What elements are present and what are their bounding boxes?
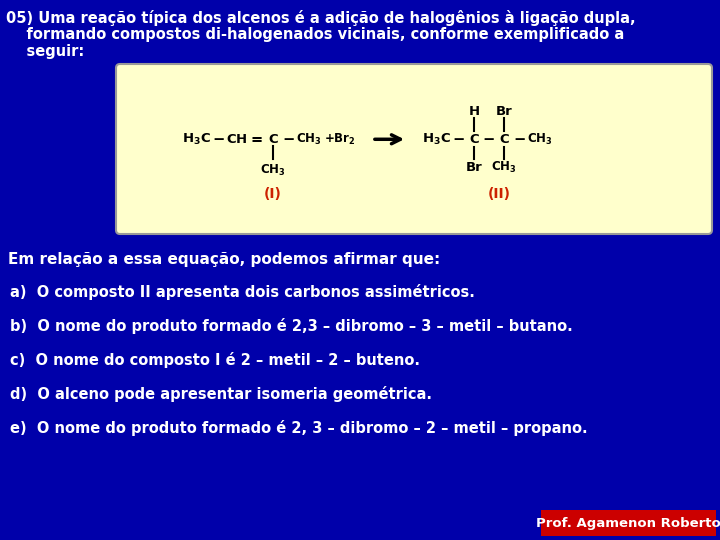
Text: $\mathregular{+ Br_2}$: $\mathregular{+ Br_2}$ [324, 132, 356, 147]
Text: −: − [483, 132, 495, 147]
Text: $\mathregular{CH}$: $\mathregular{CH}$ [226, 133, 248, 146]
Text: d)  O alceno pode apresentar isomeria geométrica.: d) O alceno pode apresentar isomeria geo… [10, 386, 432, 402]
Text: $\mathregular{CH_3}$: $\mathregular{CH_3}$ [527, 132, 553, 147]
Text: $\mathregular{CH_3}$: $\mathregular{CH_3}$ [296, 132, 322, 147]
Text: −: − [514, 132, 526, 147]
FancyBboxPatch shape [541, 510, 716, 536]
Text: $\mathregular{H_3C}$: $\mathregular{H_3C}$ [422, 132, 451, 147]
Text: c)  O nome do composto I é 2 – metil – 2 – buteno.: c) O nome do composto I é 2 – metil – 2 … [10, 352, 420, 368]
Text: −: − [283, 132, 295, 147]
Text: $\mathregular{H_3C}$: $\mathregular{H_3C}$ [182, 132, 211, 147]
Text: C: C [268, 133, 278, 146]
Text: b)  O nome do produto formado é 2,3 – dibromo – 3 – metil – butano.: b) O nome do produto formado é 2,3 – dib… [10, 318, 572, 334]
Text: Br: Br [495, 105, 513, 118]
Text: (I): (I) [264, 187, 282, 201]
Text: formando compostos di-halogenados vicinais, conforme exemplificado a: formando compostos di-halogenados vicina… [6, 27, 624, 42]
Text: e)  O nome do produto formado é 2, 3 – dibromo – 2 – metil – propano.: e) O nome do produto formado é 2, 3 – di… [10, 420, 588, 436]
Text: $\mathregular{CH_3}$: $\mathregular{CH_3}$ [260, 163, 286, 178]
Text: C: C [499, 133, 509, 146]
Text: Br: Br [466, 161, 482, 174]
Text: −: − [453, 132, 465, 147]
Text: −: − [213, 132, 225, 147]
Text: C: C [469, 133, 479, 146]
Text: =: = [251, 132, 263, 147]
Text: (II): (II) [487, 187, 510, 201]
Text: H: H [469, 105, 480, 118]
FancyBboxPatch shape [116, 64, 712, 234]
Text: $\mathregular{CH_3}$: $\mathregular{CH_3}$ [491, 160, 517, 175]
Text: 05) Uma reação típica dos alcenos é a adição de halogênios à ligação dupla,: 05) Uma reação típica dos alcenos é a ad… [6, 10, 636, 26]
Text: a)  O composto II apresenta dois carbonos assimétricos.: a) O composto II apresenta dois carbonos… [10, 284, 475, 300]
Text: Prof. Agamenon Roberto: Prof. Agamenon Roberto [536, 516, 720, 530]
Text: Em relação a essa equação, podemos afirmar que:: Em relação a essa equação, podemos afirm… [8, 252, 440, 267]
Text: seguir:: seguir: [6, 44, 84, 59]
